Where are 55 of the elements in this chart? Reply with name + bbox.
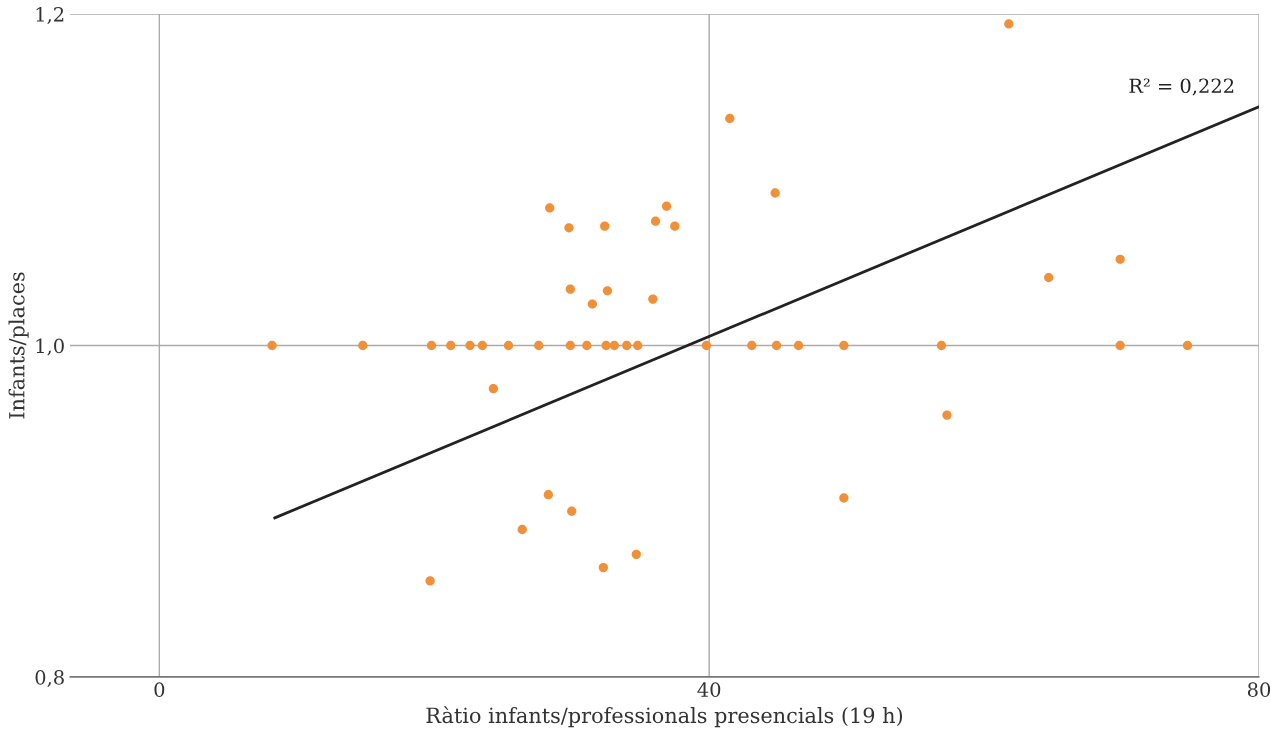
point (1182, 340, 1193, 351)
point (425, 576, 435, 586)
point (358, 340, 368, 351)
point (465, 340, 475, 351)
point (565, 284, 575, 294)
point (661, 201, 672, 211)
point (770, 188, 780, 198)
point (609, 340, 619, 351)
point (600, 221, 610, 231)
point (567, 506, 577, 516)
point (839, 340, 849, 351)
point (839, 493, 849, 503)
point (446, 340, 456, 351)
point (598, 562, 608, 573)
point (477, 340, 488, 351)
point (670, 221, 680, 231)
x-tick-label: 40 (697, 682, 721, 697)
point (601, 340, 611, 351)
point (725, 113, 735, 124)
point (648, 294, 658, 304)
x-tick-label: 80 (1247, 682, 1271, 697)
point (1115, 254, 1125, 264)
x-axis-title: Ràtio infants/professionals presencials (19 h) (426, 706, 903, 728)
y-tick-label: 1,2 (36, 6, 64, 25)
point (747, 340, 757, 351)
point (426, 340, 437, 351)
y-tick-label: 1,0 (36, 338, 64, 356)
point (701, 340, 712, 351)
point (543, 490, 554, 500)
point (633, 340, 643, 351)
point (582, 340, 592, 351)
point (602, 286, 613, 296)
point (942, 410, 952, 420)
point (631, 549, 641, 559)
point (517, 524, 527, 535)
point (503, 340, 514, 351)
point (267, 340, 277, 351)
point (564, 223, 574, 233)
point (545, 203, 555, 213)
point (1115, 340, 1125, 351)
point (565, 340, 575, 351)
point (1044, 272, 1054, 283)
point (936, 340, 947, 351)
x-tick-label: 0 (154, 682, 165, 697)
y-axis-title: Infants/places (8, 272, 29, 419)
point (488, 383, 499, 394)
point (771, 340, 782, 351)
y-tick-label: 0,8 (35, 669, 64, 688)
point (650, 216, 661, 226)
point (534, 340, 544, 351)
point (622, 340, 632, 351)
point (587, 299, 597, 309)
point (793, 340, 804, 351)
annotation: R² = 0,222 (1129, 78, 1234, 96)
point (1004, 19, 1014, 29)
